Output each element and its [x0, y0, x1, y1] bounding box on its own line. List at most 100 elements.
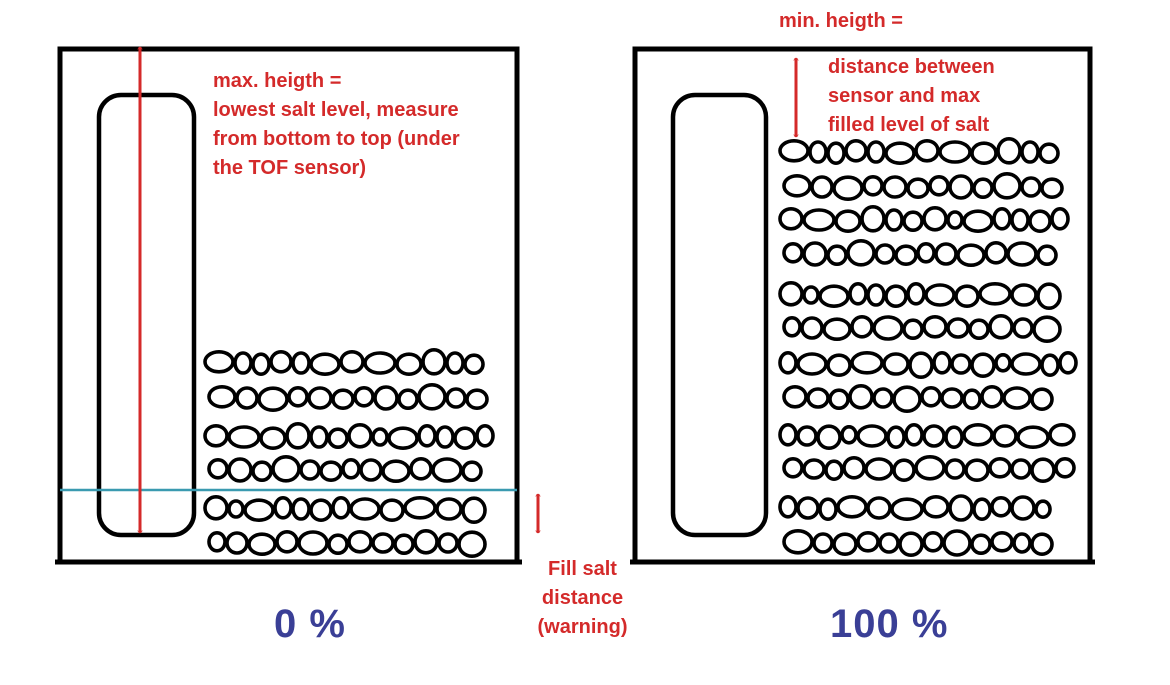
- salt-pellet: [227, 499, 245, 519]
- left-container-outline: [57, 46, 520, 562]
- salt-pellet: [988, 313, 1014, 340]
- salt-pellet: [992, 424, 1018, 448]
- salt-pellet: [1054, 456, 1076, 479]
- salt-pellet: [970, 533, 992, 556]
- salt-pellet: [417, 382, 447, 411]
- salt-pellet: [972, 497, 992, 522]
- salt-pellet: [1034, 499, 1052, 520]
- right-sensor-tube: [670, 92, 769, 538]
- salt-pellet: [463, 353, 485, 376]
- salt-pellet: [297, 530, 329, 556]
- salt-pellet: [1010, 283, 1038, 307]
- salt-pellet: [1020, 176, 1042, 198]
- salt-pellet: [1036, 282, 1062, 311]
- right-percent-label: 100 %: [830, 602, 949, 646]
- salt-pellet: [948, 494, 974, 522]
- salt-pellet: [309, 425, 329, 449]
- salt-pellet: [1016, 425, 1050, 450]
- salt-pellet: [978, 281, 1012, 306]
- salt-pellet: [806, 387, 830, 409]
- salt-pellet: [928, 175, 950, 197]
- salt-pellet: [992, 172, 1022, 200]
- salt-pellet: [846, 239, 876, 267]
- salt-pellet: [902, 318, 924, 341]
- salt-pellet: [818, 497, 838, 522]
- salt-pellet: [890, 497, 924, 522]
- salt-pellet: [273, 495, 293, 520]
- salt-pellet: [922, 530, 944, 553]
- salt-pellet: [902, 210, 924, 232]
- salt-pellet: [874, 243, 896, 265]
- salt-pellet: [287, 385, 309, 408]
- salt-pellet: [1036, 244, 1058, 266]
- salt-pellet: [922, 424, 946, 448]
- salt-pellet: [848, 281, 868, 306]
- salt-pellet: [988, 456, 1012, 479]
- salt-pellet: [944, 425, 964, 450]
- salt-pellet: [862, 175, 884, 197]
- salt-pellet: [970, 352, 996, 379]
- salt-pellet: [1038, 142, 1060, 164]
- salt-pellet: [824, 459, 844, 482]
- right-container: [630, 46, 1095, 565]
- salt-pellet: [269, 349, 293, 374]
- salt-pellet: [782, 174, 812, 198]
- salt-pellet: [812, 532, 834, 554]
- salt-pellet: [475, 423, 495, 448]
- salt-pellet: [878, 532, 900, 554]
- salt-pellet: [898, 531, 924, 558]
- salt-pellet: [962, 422, 994, 447]
- salt-pellet: [413, 528, 439, 555]
- salt-pellet: [1020, 140, 1040, 164]
- salt-pellet: [914, 454, 946, 481]
- salt-pellet: [371, 532, 395, 554]
- salt-pellet: [980, 384, 1004, 409]
- salt-pellet: [908, 351, 934, 380]
- salt-pellet: [884, 141, 916, 165]
- salt-pellet: [1010, 495, 1036, 521]
- salt-pellet: [934, 242, 958, 266]
- salt-pellet: [972, 177, 994, 199]
- fill-salt-label-line: Fill salt: [548, 558, 617, 580]
- salt-pellet: [445, 387, 467, 409]
- salt-pellet: [457, 530, 487, 559]
- salt-pellet: [866, 283, 886, 307]
- salt-pellet: [962, 388, 982, 411]
- fill-salt-distance-label: Fill salt distance (warning): [520, 555, 645, 642]
- salt-pellet: [1010, 208, 1030, 232]
- salt-pellet: [964, 458, 990, 483]
- right-container-outline: [632, 46, 1093, 562]
- max-height-label-line: max. heigth =: [213, 70, 342, 92]
- salt-pellet: [397, 388, 419, 411]
- salt-pellet: [940, 387, 964, 409]
- salt-pellet: [984, 241, 1008, 265]
- left-percent-label: 0 %: [274, 602, 346, 646]
- salt-pellet: [331, 495, 351, 520]
- salt-pellet: [1030, 457, 1056, 484]
- salt-pellet: [327, 533, 349, 556]
- salt-pellet: [1040, 353, 1060, 378]
- salt-pellet: [207, 384, 237, 409]
- salt-pellet: [954, 284, 980, 309]
- salt-pellet: [832, 532, 858, 557]
- salt-pellet: [886, 425, 906, 450]
- salt-pellet: [990, 495, 1012, 518]
- salt-pellet: [227, 457, 253, 483]
- min-height-label-line: filled level of salt: [828, 114, 990, 136]
- salt-pellet: [836, 494, 868, 519]
- salt-pellet: [393, 533, 415, 556]
- salt-pellet: [944, 458, 966, 480]
- salt-pellet: [818, 284, 850, 309]
- salt-pellet: [347, 422, 373, 449]
- salt-pellet: [802, 241, 828, 267]
- salt-pellet: [417, 423, 437, 448]
- salt-pellet: [800, 316, 824, 340]
- salt-pellet: [299, 459, 321, 481]
- fill-salt-label-line: distance: [541, 587, 624, 609]
- salt-pellet: [968, 318, 990, 341]
- salt-pellet: [802, 458, 826, 480]
- salt-pellet: [778, 422, 798, 447]
- salt-pellet: [207, 530, 227, 553]
- salt-pellet: [409, 456, 433, 481]
- salt-pellet: [453, 426, 477, 451]
